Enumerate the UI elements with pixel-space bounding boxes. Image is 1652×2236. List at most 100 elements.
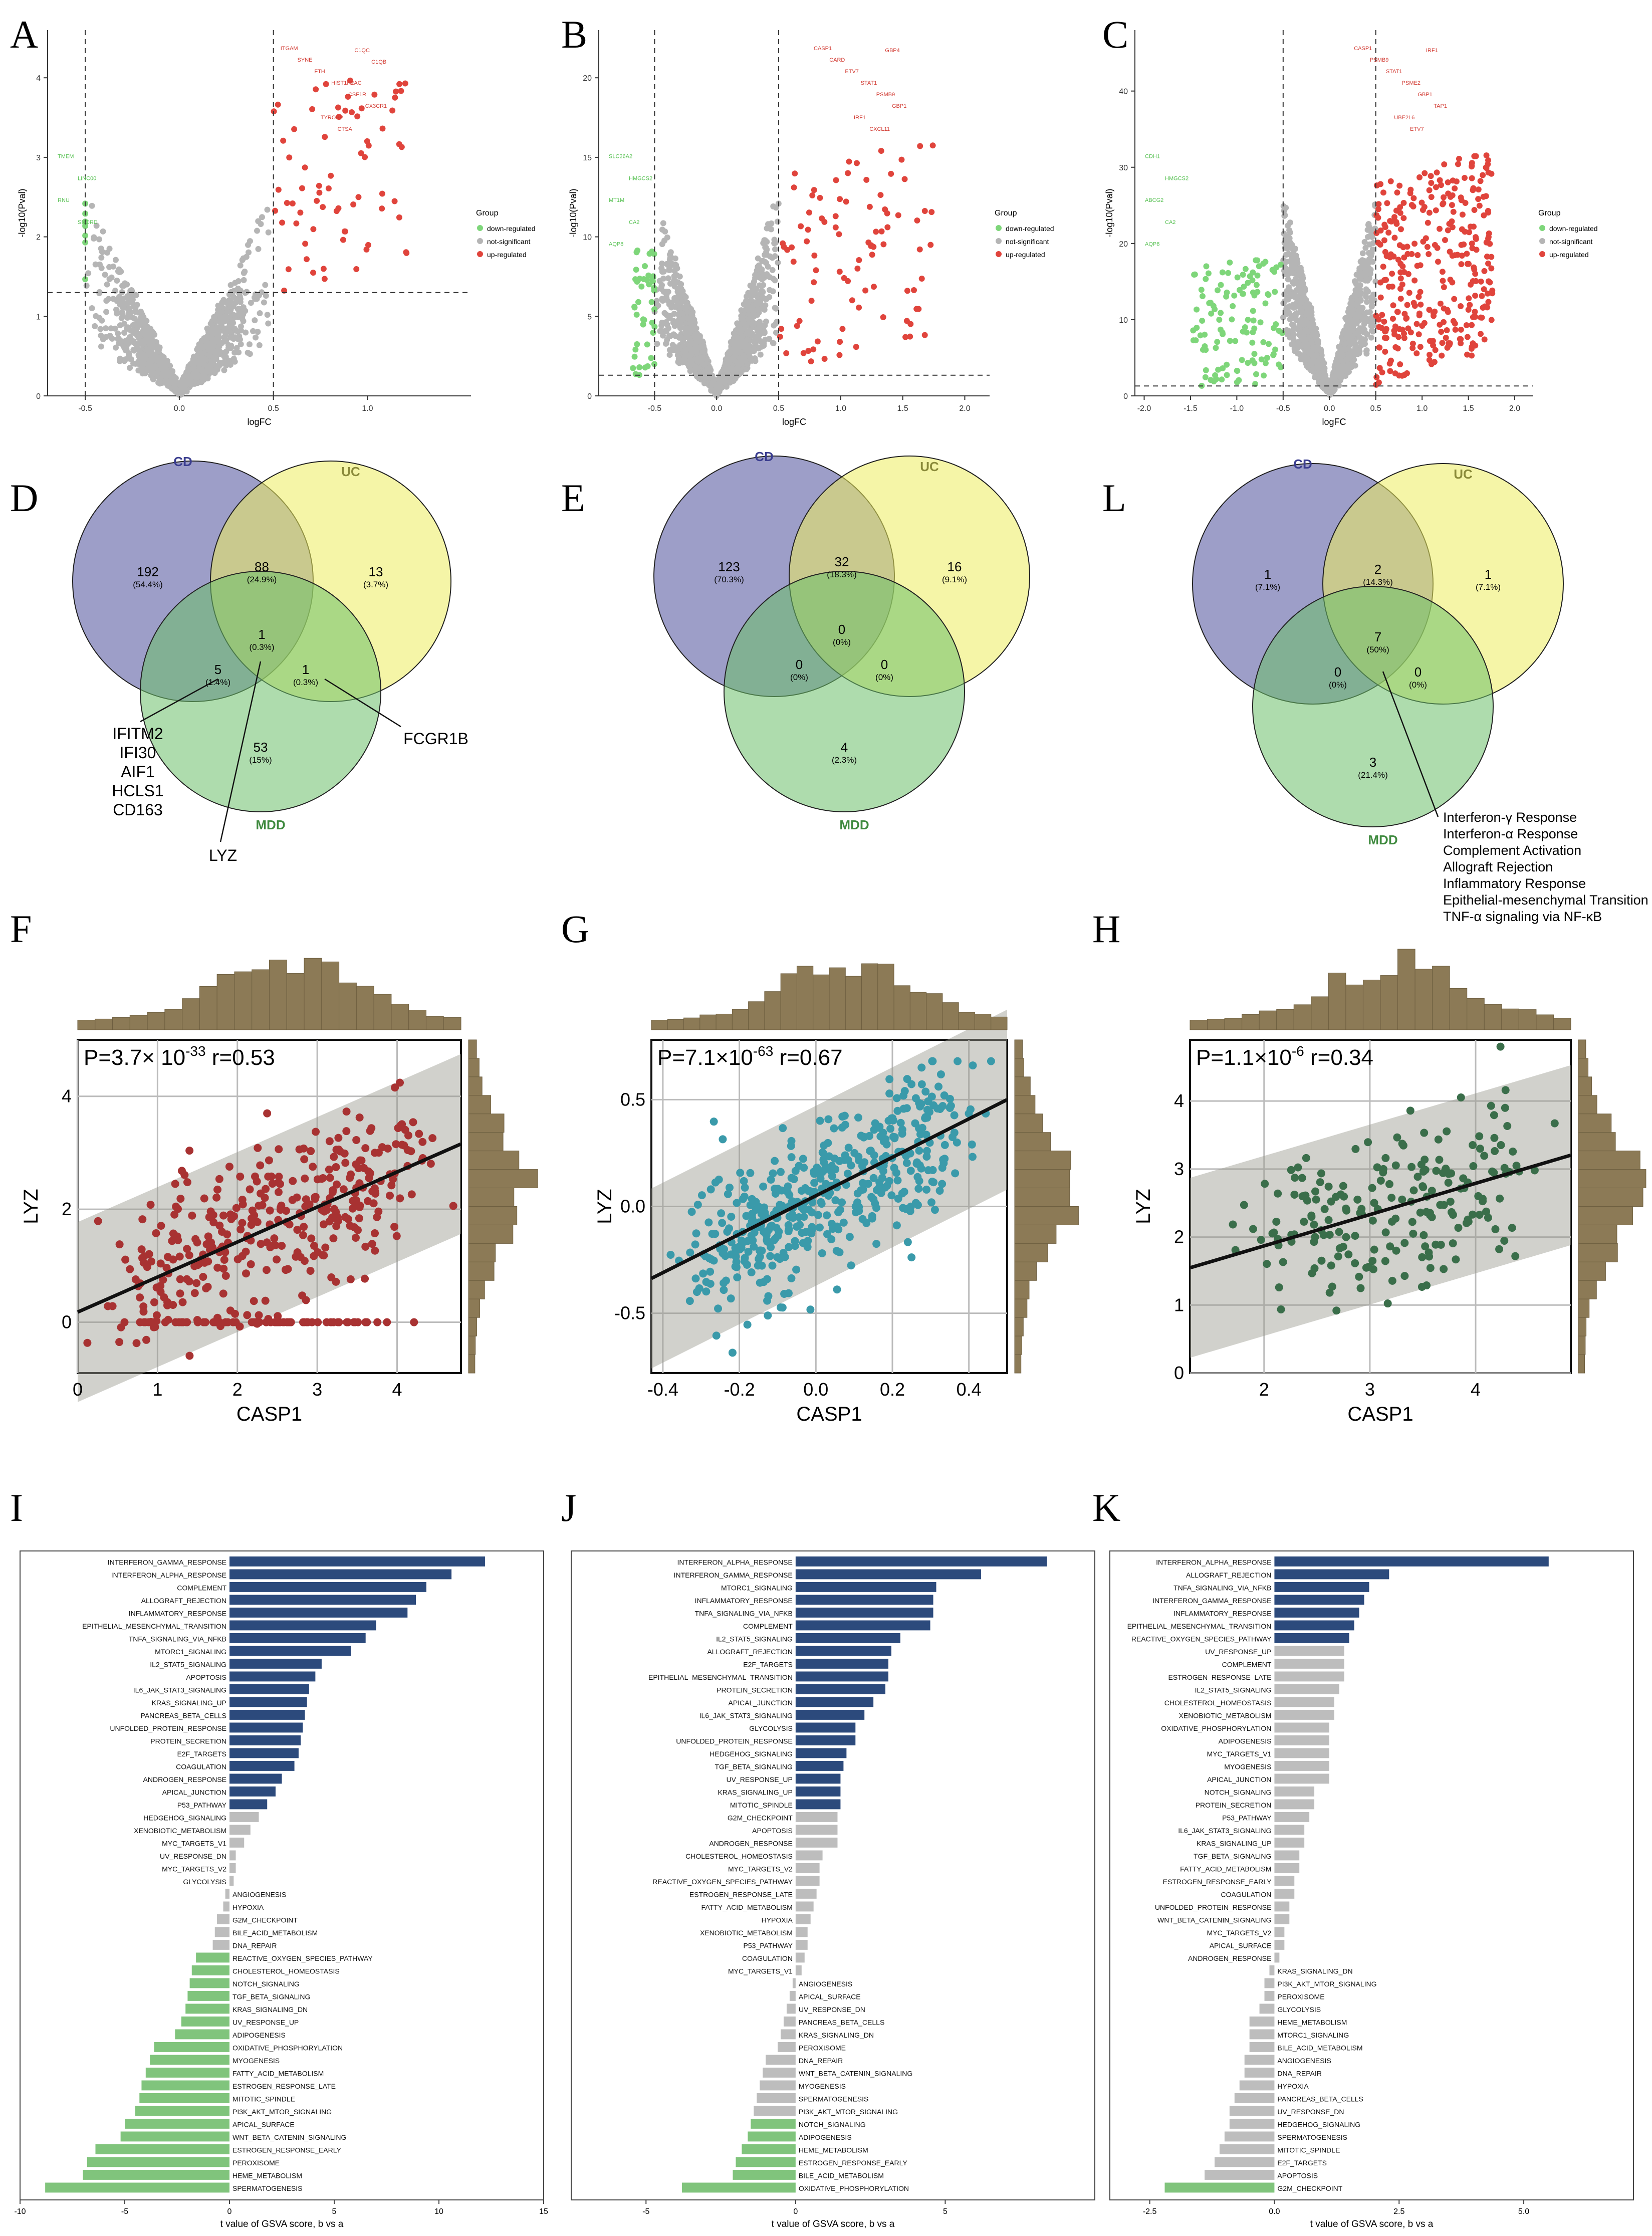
volcano-point-ns (159, 357, 165, 363)
volcano-point-ns (99, 318, 105, 324)
volcano-point-up (884, 225, 890, 231)
volcano-point-down (1239, 357, 1245, 363)
volcano-point-down (1220, 270, 1226, 276)
volcano-point-ns (661, 310, 667, 316)
volcano-point-up (1470, 340, 1476, 346)
volcano-point-up (320, 204, 326, 210)
volcano-point-up (1395, 257, 1401, 263)
volcano-point-ns (1357, 276, 1363, 282)
venn-set-circle (724, 571, 965, 812)
volcano-point-up (334, 208, 340, 214)
volcano-point-up (856, 257, 862, 263)
panel-letter: F (10, 907, 32, 951)
venn-count: 4 (841, 740, 848, 755)
gene-label-up: CARD (829, 57, 845, 63)
x-axis-label: logFC (782, 417, 806, 427)
volcano-point-down (1229, 316, 1235, 322)
volcano-point-ns (1294, 326, 1300, 332)
volcano-point-up (911, 287, 917, 293)
legend-label: up-regulated (1006, 251, 1045, 259)
volcano-point-up (1477, 203, 1483, 209)
volcano-point-up (1476, 186, 1482, 192)
volcano-point-ns (248, 300, 254, 306)
volcano-point-up (1463, 200, 1469, 206)
scatter-point (341, 1213, 349, 1221)
venn-set-label: MDD (1368, 832, 1397, 847)
volcano-point-up (1475, 196, 1481, 202)
volcano-point-up (1399, 264, 1405, 270)
volcano-point-ns (241, 277, 247, 283)
volcano-point-down (1227, 338, 1233, 344)
venn-count: 5 (214, 662, 221, 677)
volcano-point-up (928, 209, 934, 215)
volcano-point-ns (104, 282, 110, 288)
volcano-point-down (1200, 347, 1206, 353)
volcano-point-ns (243, 329, 249, 335)
volcano-point-up (809, 298, 815, 304)
volcano-point-up (1393, 221, 1399, 227)
gene-label-up: ITGAM (281, 46, 298, 52)
volcano-point-up (1465, 334, 1471, 340)
volcano-point-down (646, 251, 652, 257)
scatter-point (312, 1128, 320, 1136)
gene-label-up: PSMB9 (876, 92, 895, 98)
volcano-point-up (1398, 296, 1404, 302)
volcano-point-up (1443, 335, 1449, 341)
volcano-point-up (1414, 321, 1420, 327)
volcano-point-down (1272, 347, 1278, 353)
volcano-point-up (302, 241, 308, 247)
volcano-point-up (880, 314, 886, 320)
gene-label-up: SYNE (298, 57, 313, 63)
volcano-point-up (280, 138, 286, 144)
volcano-point-down (1191, 337, 1197, 343)
volcano-point-ns (749, 314, 755, 320)
scatter-point (396, 1079, 404, 1087)
volcano-point-ns (663, 295, 669, 301)
volcano-point-ns (743, 298, 749, 304)
volcano-point-ns (673, 320, 679, 326)
x-tick-label: -0.5 (648, 404, 662, 413)
volcano-point-up (922, 332, 928, 338)
volcano-point-ns (123, 346, 129, 352)
volcano-point-up (1452, 321, 1458, 327)
volcano-point-up (1418, 302, 1424, 308)
volcano-point-ns (659, 320, 665, 326)
volcano-point-up (1428, 180, 1434, 186)
x-tick-label: 1.5 (897, 404, 908, 413)
venn-count: 32 (835, 554, 849, 569)
volcano-point-up (1487, 241, 1493, 247)
volcano-point-ns (701, 362, 707, 368)
scatter-point (356, 1113, 364, 1122)
volcano-point-ns (103, 309, 109, 315)
volcano-point-ns (207, 367, 213, 373)
volcano-point-down (640, 322, 646, 328)
volcano-point-ns (131, 328, 137, 334)
volcano-point-ns (85, 270, 91, 276)
volcano-point-up (845, 170, 851, 176)
y-tick-label: 3 (36, 154, 41, 162)
volcano-point-up (1441, 161, 1447, 167)
volcano-point-ns (96, 236, 102, 242)
volcano-point-up (1462, 229, 1468, 235)
volcano-point-up (1480, 172, 1486, 178)
volcano-point-ns (1348, 298, 1354, 304)
volcano-point-up (1384, 200, 1390, 206)
volcano-point-ns (89, 305, 95, 311)
volcano-point-ns (1346, 318, 1352, 324)
scatter-point (239, 1200, 247, 1208)
scatter-point (321, 1243, 329, 1251)
volcano-point-up (1470, 187, 1476, 193)
y-tick-label: 20 (583, 74, 592, 83)
volcano-point-up (1419, 199, 1425, 205)
scatter-point (342, 1127, 350, 1135)
volcano-point-up (342, 108, 348, 114)
y-axis-label: -log10(Pval) (568, 188, 578, 237)
volcano-point-up (402, 80, 408, 86)
scatter-point (147, 1201, 155, 1209)
volcano-point-up (1375, 201, 1381, 207)
volcano-point-ns (124, 337, 130, 343)
volcano-point-ns (738, 313, 744, 319)
venn-percent: (0%) (833, 637, 851, 647)
scatter-point (408, 1190, 416, 1198)
volcano-point-down (648, 355, 654, 361)
